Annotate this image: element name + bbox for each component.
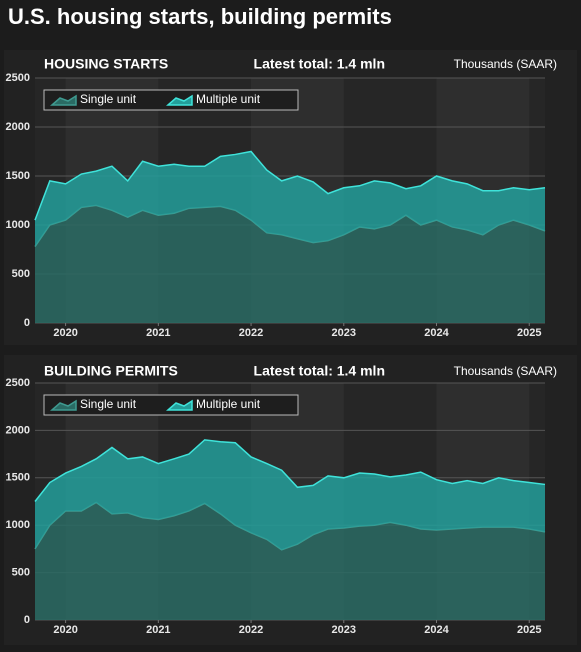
area <box>35 502 545 620</box>
legend-swatch <box>166 94 193 106</box>
chart-title: HOUSING STARTS <box>44 56 168 72</box>
x-tick-label: 2022 <box>239 624 263 636</box>
x-tick-label: 2024 <box>424 624 449 636</box>
legend-label: Single unit <box>80 92 137 106</box>
y-tick-label: 500 <box>12 567 30 579</box>
x-tick-label: 2023 <box>332 327 356 339</box>
area-line <box>34 439 546 502</box>
x-tick-label: 2023 <box>332 624 356 636</box>
x-tick-label: 2020 <box>53 327 77 339</box>
y-tick-label: 0 <box>24 317 30 329</box>
legend-box <box>43 89 299 111</box>
area <box>35 205 545 323</box>
legend-swatch <box>50 94 77 106</box>
area <box>35 439 545 550</box>
legend-box <box>43 394 299 416</box>
area <box>35 151 545 247</box>
y-tick-label: 1500 <box>6 170 30 182</box>
x-tick-label: 2020 <box>53 624 77 636</box>
y-tick-label: 2000 <box>6 424 30 436</box>
y-tick-label: 500 <box>12 268 30 280</box>
page-title: U.S. housing starts, building permits <box>8 4 392 29</box>
chart-subtitle: Latest total: 1.4 mln <box>254 56 385 72</box>
x-tick-label: 2022 <box>239 327 263 339</box>
chart-subtitle: Latest total: 1.4 mln <box>254 363 385 379</box>
chart-title: BUILDING PERMITS <box>44 363 178 379</box>
y-tick-label: 2500 <box>6 72 30 84</box>
legend-label: Multiple unit <box>196 92 261 106</box>
area-line <box>34 501 546 551</box>
x-tick-label: 2021 <box>146 624 170 636</box>
y-tick-label: 1500 <box>6 472 30 484</box>
unit-label: Thousands (SAAR) <box>454 57 557 71</box>
legend-swatch <box>166 399 193 411</box>
y-tick-label: 0 <box>24 614 30 626</box>
x-tick-label: 2021 <box>146 327 170 339</box>
legend-swatch <box>50 399 77 411</box>
x-tick-label: 2025 <box>517 327 541 339</box>
unit-label: Thousands (SAAR) <box>454 364 557 378</box>
x-tick-label: 2024 <box>424 327 449 339</box>
y-tick-label: 1000 <box>6 519 30 531</box>
y-tick-label: 1000 <box>6 219 30 231</box>
area-line <box>34 150 546 221</box>
legend-label: Multiple unit <box>196 397 261 411</box>
y-tick-label: 2000 <box>6 121 30 133</box>
legend-label: Single unit <box>80 397 137 411</box>
x-tick-label: 2025 <box>517 624 541 636</box>
y-tick-label: 2500 <box>6 377 30 389</box>
